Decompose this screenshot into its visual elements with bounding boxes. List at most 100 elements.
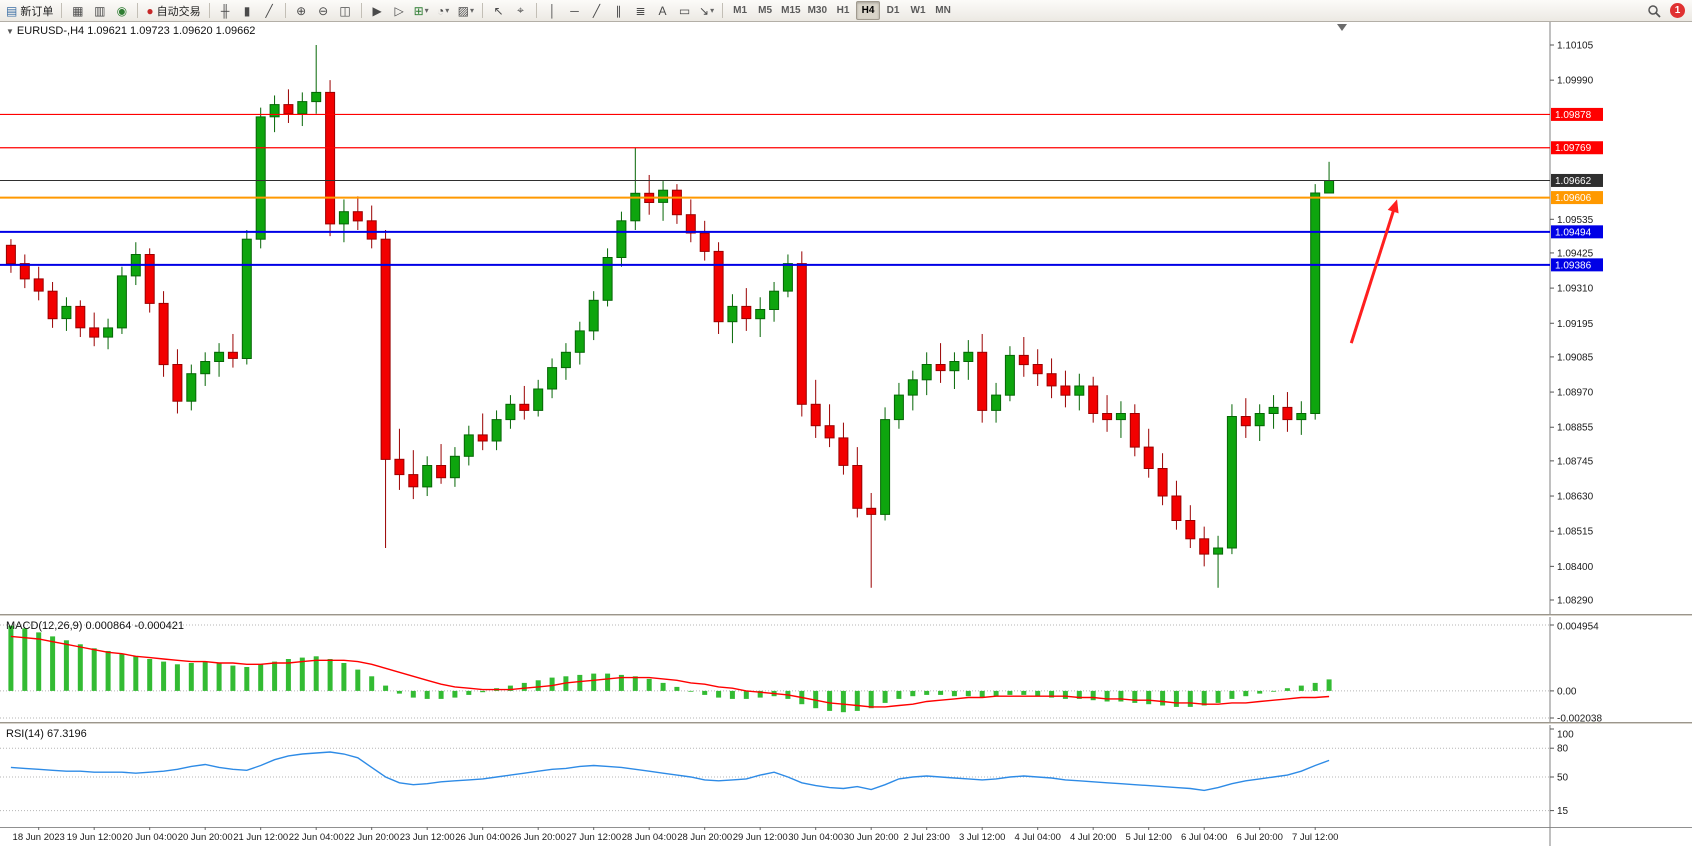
svg-text:100: 100: [1557, 730, 1574, 741]
svg-text:1.09662: 1.09662: [1555, 176, 1592, 187]
trendline-icon: ╱: [592, 3, 601, 18]
auto-trading-button[interactable]: ● 自动交易: [143, 1, 203, 20]
timeframe-m1-button[interactable]: M1: [728, 1, 752, 20]
chart-shift-marker[interactable]: [1337, 24, 1347, 31]
crosshair-icon: ⌖: [517, 3, 524, 17]
candlestick-chart-button[interactable]: ▮: [237, 1, 258, 20]
line-chart-button[interactable]: ╱: [259, 1, 280, 20]
svg-text:19 Jun 12:00: 19 Jun 12:00: [67, 832, 122, 843]
timeframe-h4-button[interactable]: H4: [856, 1, 881, 20]
timeframe-m15-button[interactable]: M15: [778, 1, 803, 20]
svg-text:15: 15: [1557, 806, 1569, 817]
chart-collapse-icon[interactable]: ▼: [6, 27, 14, 36]
price-chart-panel[interactable]: ▼ EURUSD-,H4 1.09621 1.09723 1.09620 1.09…: [0, 22, 1692, 614]
svg-text:1.09425: 1.09425: [1557, 248, 1594, 259]
periods-icon: ◔: [437, 3, 445, 18]
templates-icon: ▨: [457, 3, 470, 18]
new-chart-icon: ⊞: [413, 3, 424, 18]
charts-window-icon: ▦: [72, 3, 84, 18]
timeframe-w1-button[interactable]: W1: [906, 1, 930, 20]
new-chart-button[interactable]: ⊞ ▾: [411, 1, 432, 20]
rsi-chart[interactable]: 100 80 50 15: [0, 725, 1692, 827]
svg-text:28 Jun 20:00: 28 Jun 20:00: [677, 832, 732, 843]
hline-1.09386[interactable]: 1.09386: [0, 258, 1603, 272]
svg-text:1.09878: 1.09878: [1555, 110, 1592, 121]
chevron-down-icon: ▾: [445, 6, 450, 15]
text-label-icon: ▭: [678, 3, 691, 18]
svg-text:26 Jun 20:00: 26 Jun 20:00: [511, 832, 566, 843]
zoom-out-button[interactable]: ⊖: [313, 1, 334, 20]
bar-chart-button[interactable]: ╫: [215, 1, 236, 20]
svg-text:22 Jun 20:00: 22 Jun 20:00: [344, 832, 399, 843]
search-button[interactable]: [1643, 1, 1664, 20]
text-label-button[interactable]: ▭: [674, 1, 695, 20]
symbol-ohlc-label: ▼ EURUSD-,H4 1.09621 1.09723 1.09620 1.09…: [6, 25, 256, 37]
panel-separator[interactable]: [0, 614, 1692, 617]
current-price-line[interactable]: 1.09662: [0, 173, 1603, 187]
timeframe-m30-button[interactable]: M30: [805, 1, 830, 20]
price-scale[interactable]: 1.10105 1.09990 1.09535 1.09425 1.09310 1.091…: [1550, 41, 1594, 607]
sound-alerts-icon: ◉: [116, 3, 128, 18]
svg-text:29 Jun 12:00: 29 Jun 12:00: [733, 832, 788, 843]
toolbar-buttons: ▤ 新订单 ▦ ▥ ◉ ● 自动交易 ╫ ▮ ╱ ⊕ ⊖ ◫ ▶ ▷ ⊞ ▾ ◔ ▾ ▨ ▾ ↖ ⌖ │ ─ ╱ ∥ ≣ A ▭ ↘ ▾ M1 M…: [3, 1, 1643, 20]
new-order-button[interactable]: ▤ 新订单: [3, 1, 56, 20]
toolbar-separator: [284, 3, 286, 18]
svg-text:1.08400: 1.08400: [1557, 562, 1594, 573]
hline-1.09878[interactable]: 1.09878: [0, 107, 1603, 121]
tile-windows-icon: ◫: [339, 3, 351, 18]
auto-scroll-button[interactable]: ▶: [367, 1, 388, 20]
charts-window-button[interactable]: ▦: [67, 1, 88, 20]
crosshair-button[interactable]: ⌖: [510, 1, 531, 20]
timeframe-d1-button[interactable]: D1: [881, 1, 905, 20]
macd-panel[interactable]: MACD(12,26,9) 0.000864 -0.000421 0.00495…: [0, 617, 1692, 722]
trend-arrow-annotation[interactable]: [1349, 199, 1399, 344]
new-order-icon: ▤: [6, 3, 18, 18]
templates-button[interactable]: ▨ ▾: [455, 1, 477, 20]
zoom-in-button[interactable]: ⊕: [291, 1, 312, 20]
tile-windows-button[interactable]: ◫: [335, 1, 356, 20]
toolbar-separator: [722, 3, 724, 18]
vertical-line-button[interactable]: │: [542, 1, 563, 20]
chart-shift-button[interactable]: ▷: [389, 1, 410, 20]
panel-separator[interactable]: [0, 722, 1692, 725]
chevron-down-icon: ▾: [470, 6, 475, 15]
trendline-button[interactable]: ╱: [586, 1, 607, 20]
notification-badge[interactable]: 1: [1670, 3, 1685, 18]
rsi-label: RSI(14) 67.3196: [6, 728, 87, 740]
equidistant-channel-button[interactable]: ∥: [608, 1, 629, 20]
cursor-button[interactable]: ↖: [488, 1, 509, 20]
svg-text:21 Jun 12:00: 21 Jun 12:00: [233, 832, 288, 843]
svg-text:7 Jul 12:00: 7 Jul 12:00: [1292, 832, 1338, 843]
toolbar-separator: [536, 3, 538, 18]
hline-1.09606[interactable]: 1.09606: [0, 191, 1603, 205]
rsi-panel[interactable]: RSI(14) 67.3196 100 80 50 15: [0, 725, 1692, 827]
auto-trading-icon: ●: [146, 3, 154, 18]
timeframe-h1-button[interactable]: H1: [831, 1, 855, 20]
svg-text:-0.002038: -0.002038: [1557, 714, 1602, 723]
profiles-button[interactable]: ▥: [89, 1, 110, 20]
cursor-icon: ↖: [493, 3, 504, 18]
zoom-in-icon: ⊕: [296, 3, 307, 18]
time-axis[interactable]: 18 Jun 2023 19 Jun 12:00 20 Jun 04:00 20 Ju…: [0, 827, 1692, 846]
svg-text:30 Jun 20:00: 30 Jun 20:00: [844, 832, 899, 843]
macd-histogram: [8, 625, 1332, 713]
svg-text:0.00: 0.00: [1557, 686, 1577, 697]
periods-button[interactable]: ◔ ▾: [433, 1, 454, 20]
macd-chart[interactable]: 0.004954 0.00 -0.002038: [0, 617, 1692, 722]
timeframe-mn-button[interactable]: MN: [931, 1, 955, 20]
fibonacci-button[interactable]: ≣: [630, 1, 651, 20]
horizontal-line-button[interactable]: ─: [564, 1, 585, 20]
svg-text:1.09195: 1.09195: [1557, 319, 1594, 330]
candlestick-chart[interactable]: 1.10105 1.09990 1.09535 1.09425 1.09310 1.091…: [0, 22, 1692, 614]
svg-text:4 Jul 20:00: 4 Jul 20:00: [1070, 832, 1116, 843]
arrows-button[interactable]: ↘ ▾: [696, 1, 717, 20]
svg-text:6 Jul 04:00: 6 Jul 04:00: [1181, 832, 1227, 843]
hline-1.09769[interactable]: 1.09769: [0, 141, 1603, 155]
hline-1.09494[interactable]: 1.09494: [0, 225, 1603, 239]
sound-alerts-button[interactable]: ◉: [111, 1, 132, 20]
bar-chart-icon: ╫: [220, 3, 230, 18]
svg-text:4 Jul 04:00: 4 Jul 04:00: [1014, 832, 1060, 843]
text-button[interactable]: A: [652, 1, 673, 20]
timeframe-m5-button[interactable]: M5: [753, 1, 777, 20]
toolbar: ▤ 新订单 ▦ ▥ ◉ ● 自动交易 ╫ ▮ ╱ ⊕ ⊖ ◫ ▶ ▷ ⊞ ▾ ◔ ▾ ▨ ▾ ↖ ⌖ │ ─ ╱ ∥ ≣ A ▭ ↘ ▾ M1 M…: [0, 0, 1692, 22]
